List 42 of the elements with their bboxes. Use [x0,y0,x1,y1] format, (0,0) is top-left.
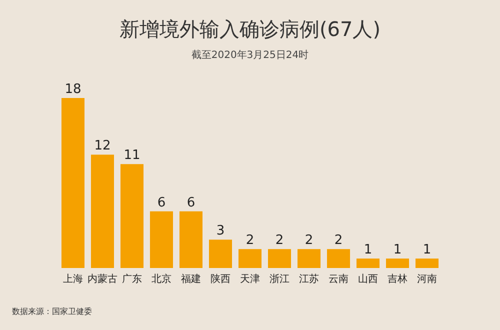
x-tick-label: 内蒙古 [87,273,118,285]
bar [90,154,114,268]
x-tick-label: 云南 [328,273,349,285]
x-tick-label: 天津 [240,273,260,285]
x-tick-label: 浙江 [270,273,290,285]
data-label: 11 [124,148,140,164]
bar [238,249,262,268]
x-tick-label: 吉林 [388,273,408,285]
bar [416,258,439,268]
data-label: 1 [364,242,372,258]
data-label: 2 [334,233,343,248]
data-label: 2 [304,233,314,248]
x-tick-label: 江苏 [299,273,320,285]
data-label: 3 [216,224,225,239]
x-tick-label: 山西 [358,273,378,285]
bar [179,211,202,268]
x-tick-label: 河南 [417,273,438,285]
chart-subtitle: 截至2020年3月25日24时 [191,49,309,61]
bar [120,164,144,268]
x-tick-label: 上海 [62,273,83,285]
data-label: 2 [246,233,254,248]
data-label: 6 [186,195,196,210]
bar [356,258,380,268]
chart-title: 新增境外输入确诊病例(67人) [119,17,381,41]
bar [298,249,321,268]
bar [150,211,173,268]
data-label: 1 [422,242,432,258]
x-tick-label: 陕西 [210,273,230,285]
bar [208,240,232,268]
data-label: 1 [393,242,402,258]
bar [327,249,350,268]
bar [386,258,410,268]
source-note: 数据来源：国家卫健委 [12,307,92,316]
data-label: 12 [94,138,111,154]
x-tick-label: 北京 [151,273,172,285]
bar [268,249,292,268]
x-tick-label: 广东 [122,273,142,285]
x-tick-label: 福建 [180,273,201,285]
data-label: 6 [157,195,166,210]
data-label: 18 [64,82,82,97]
bar [61,98,84,268]
data-label: 2 [275,233,284,248]
